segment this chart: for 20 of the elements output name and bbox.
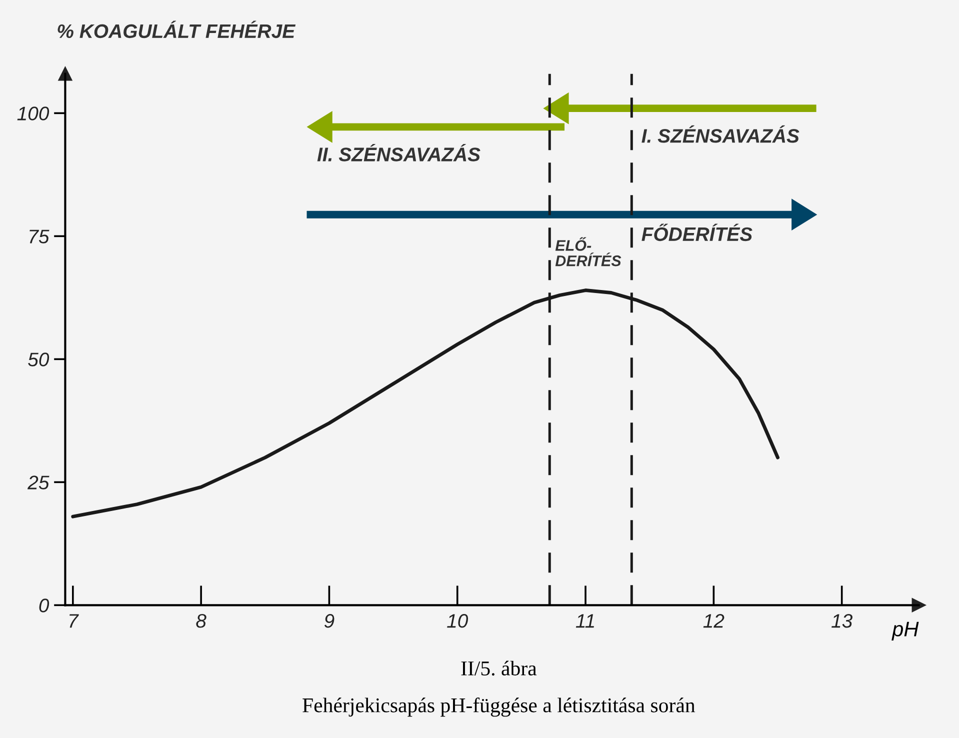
- y-tick-label: 0: [39, 598, 50, 612]
- x-tick-label: 12: [703, 614, 724, 628]
- y-tick-label: 100: [17, 106, 50, 120]
- annotation: I. SZÉNSAVAZÁS: [642, 125, 800, 143]
- y-axis-title: % KOAGULÁLT FEHÉRJE: [58, 20, 296, 38]
- x-axis-title: pH: [892, 622, 919, 641]
- x-tick-label: 13: [832, 614, 852, 628]
- y-tick-label: 25: [28, 476, 50, 490]
- annotation: FŐDERÍTÉS: [642, 224, 752, 242]
- annotation: ELŐ- DERÍTÉS: [555, 237, 622, 266]
- annotation: II. SZÉNSAVAZÁS: [317, 144, 480, 162]
- x-tick-label: 8: [196, 614, 206, 628]
- x-tick-label: 7: [70, 614, 79, 628]
- text: II/5. ábra: [461, 660, 537, 676]
- text: Fehérjekicsapás pH-függése a létisztitása során: [302, 698, 696, 717]
- x-tick-label: 10: [447, 614, 468, 628]
- y-tick-label: 50: [28, 352, 50, 366]
- x-tick-label: 9: [324, 614, 334, 628]
- x-tick-label: 11: [576, 614, 594, 628]
- y-tick-label: 75: [30, 230, 50, 244]
